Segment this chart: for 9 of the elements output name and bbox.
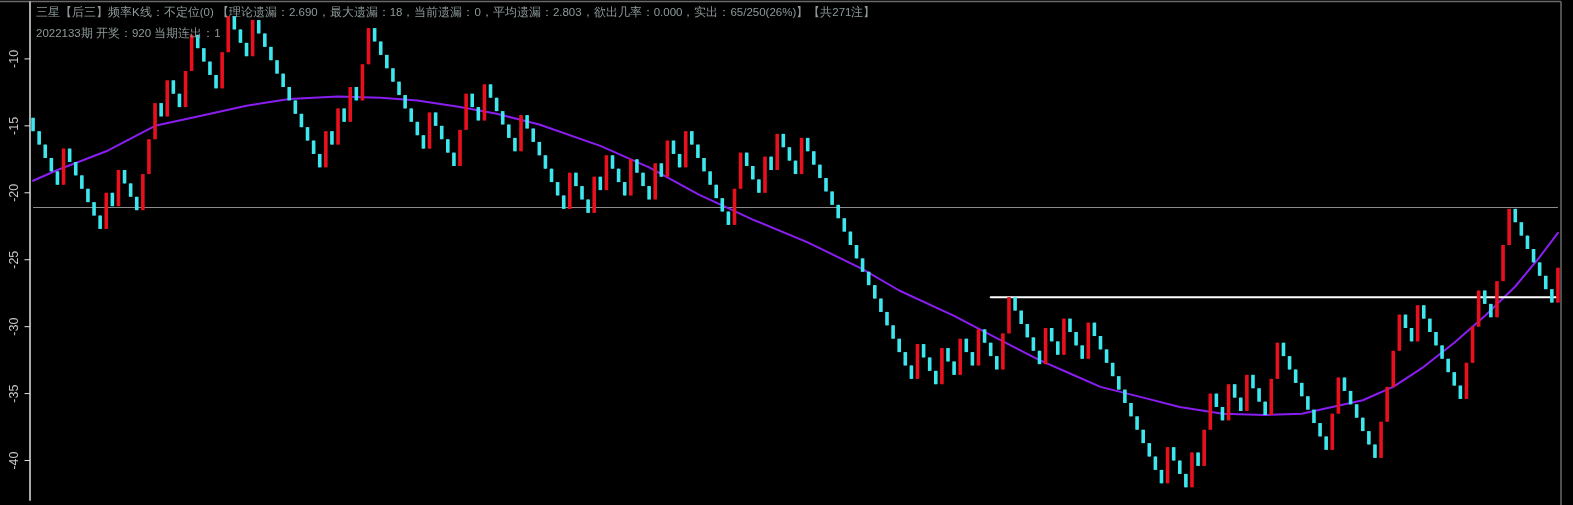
y-tick-label: -40 [7, 451, 21, 470]
y-tick-label: -20 [7, 183, 21, 202]
y-tick-label: -35 [7, 384, 21, 403]
y-tick-label: -15 [7, 116, 21, 135]
y-tick-label: -25 [7, 250, 21, 269]
y-tick-label: -30 [7, 317, 21, 336]
y-tick-label: -10 [7, 49, 21, 68]
text: 三星【后三】频率K线：不定位(0) 【理论遗漏：2.690，最大遗漏：18，当前遗漏：0，平均遗漏：2.803，欲出几率：0.000，实出：65/250(26%)】【共271注】 [36, 5, 876, 18]
line-series [32, 95, 1559, 417]
